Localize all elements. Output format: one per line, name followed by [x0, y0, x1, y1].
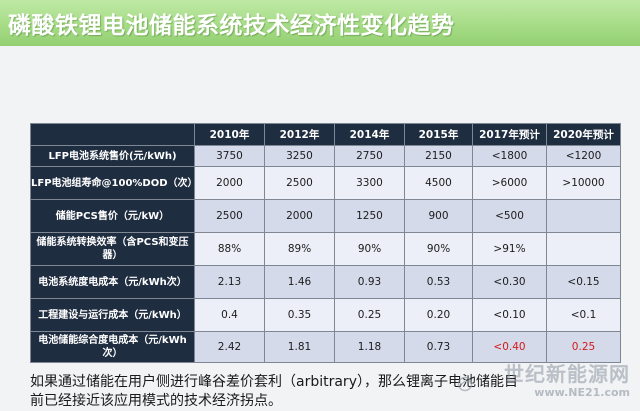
table-row: 工程建设与运行成本（元/kWh） 0.4 0.35 0.25 0.20 <0.1… [30, 298, 621, 332]
table-cell: >91% [472, 232, 547, 266]
cost-trend-table: 2010年 2012年 2014年 2015年 2017年预计 2020年预计 … [30, 123, 621, 363]
table-row: 储能PCS售价（元/kW） 2500 2000 1250 900 <500 [30, 199, 621, 233]
table-cell: <0.10 [472, 298, 547, 332]
table-cell: <500 [472, 199, 547, 233]
watermark: 世纪新能源网 www.NE21.com [455, 358, 640, 411]
highlight-cell: <0.40 [472, 331, 547, 363]
table-cell: <0.15 [546, 265, 621, 299]
table-cell: 0.4 [194, 298, 265, 332]
table-cell: 1.81 [264, 331, 335, 363]
row-label: 储能PCS售价（元/kW） [30, 199, 195, 233]
table-cell: 1.18 [334, 331, 405, 363]
header-cell: 2015年 [404, 123, 473, 146]
row-label: LFP电池组寿命@100%DOD（次） [30, 166, 198, 200]
table-cell: 0.53 [404, 265, 473, 299]
title-bar: 磷酸铁锂电池储能系统技术经济性变化趋势 [0, 0, 640, 46]
slide-title: 磷酸铁锂电池储能系统技术经济性变化趋势 [8, 13, 455, 39]
table-cell: 88% [194, 232, 265, 266]
footer-paragraph: 如果通过储能在用户侧进行峰谷差价套利（arbitrary），那么锂离子电池储能目… [30, 373, 640, 411]
table-cell: 2.42 [194, 331, 265, 363]
table-cell: 2000 [264, 199, 335, 233]
table-cell: 2.13 [194, 265, 265, 299]
table-cell: 90% [334, 232, 405, 266]
footer-line-2: 前已经接近该应用模式的技术经济拐点。 [30, 393, 282, 409]
table-row: 储能系统转换效率（含PCS和变压器） 88% 89% 90% 90% >91% [30, 232, 621, 266]
table-cell: 4500 [404, 166, 473, 200]
table-header-row: 2010年 2012年 2014年 2015年 2017年预计 2020年预计 [30, 123, 621, 146]
table-row: LFP电池组寿命@100%DOD（次） 2000 2500 3300 4500 … [30, 166, 621, 200]
table-cell: 3250 [264, 145, 335, 167]
header-cell [30, 123, 195, 146]
watermark-name: 世纪新能源网 [504, 362, 630, 386]
watermark-logo-icon [457, 376, 473, 392]
table-cell: 0.73 [404, 331, 473, 363]
table-cell: 90% [404, 232, 473, 266]
table-cell: 3750 [194, 145, 265, 167]
header-cell: 2017年预计 [472, 123, 547, 146]
table-cell: 2150 [404, 145, 473, 167]
table-cell: 0.93 [334, 265, 405, 299]
header-cell: 2012年 [264, 123, 335, 146]
table-cell: 2500 [264, 166, 335, 200]
footer-line-1: 如果通过储能在用户侧进行峰谷差价套利（arbitrary），那么锂离子电池储能目 [30, 374, 518, 390]
table-cell: 0.25 [334, 298, 405, 332]
table-cell: 900 [404, 199, 473, 233]
cost-trend-table-wrapper: 2010年 2012年 2014年 2015年 2017年预计 2020年预计 … [30, 123, 621, 363]
row-label: LFP电池系统售价(元/kWh) [30, 145, 195, 167]
table-cell [546, 199, 621, 233]
table-cell: 89% [264, 232, 335, 266]
row-label: 工程建设与运行成本（元/kWh） [30, 298, 195, 332]
table-cell [546, 232, 621, 266]
table-row: 电池储能综合度电成本（元/kWh次） 2.42 1.81 1.18 0.73 <… [30, 331, 621, 363]
table-cell: 1250 [334, 199, 405, 233]
row-label: 电池系统度电成本（元/kWh次） [30, 265, 195, 299]
header-cell: 2014年 [334, 123, 405, 146]
table-cell: 2750 [334, 145, 405, 167]
table-cell: <1200 [546, 145, 621, 167]
table-cell: 1.46 [264, 265, 335, 299]
table-cell: <1800 [472, 145, 547, 167]
table-cell: 0.20 [404, 298, 473, 332]
table-row: LFP电池系统售价(元/kWh) 3750 3250 2750 2150 <18… [30, 145, 621, 167]
table-cell: 3300 [334, 166, 405, 200]
table-cell: >10000 [546, 166, 621, 200]
table-cell: >6000 [472, 166, 547, 200]
table-cell: 2000 [194, 166, 265, 200]
highlight-cell: 0.25 [546, 331, 621, 363]
table-cell: 0.35 [264, 298, 335, 332]
row-label: 电池储能综合度电成本（元/kWh次） [30, 331, 195, 363]
table-row: 电池系统度电成本（元/kWh次） 2.13 1.46 0.93 0.53 <0.… [30, 265, 621, 299]
table-cell: <0.1 [546, 298, 621, 332]
header-cell: 2010年 [194, 123, 265, 146]
table-cell: <0.30 [472, 265, 547, 299]
header-cell: 2020年预计 [546, 123, 621, 146]
table-cell: 2500 [194, 199, 265, 233]
watermark-url: www.NE21.com [534, 386, 630, 399]
row-label: 储能系统转换效率（含PCS和变压器） [30, 232, 195, 266]
